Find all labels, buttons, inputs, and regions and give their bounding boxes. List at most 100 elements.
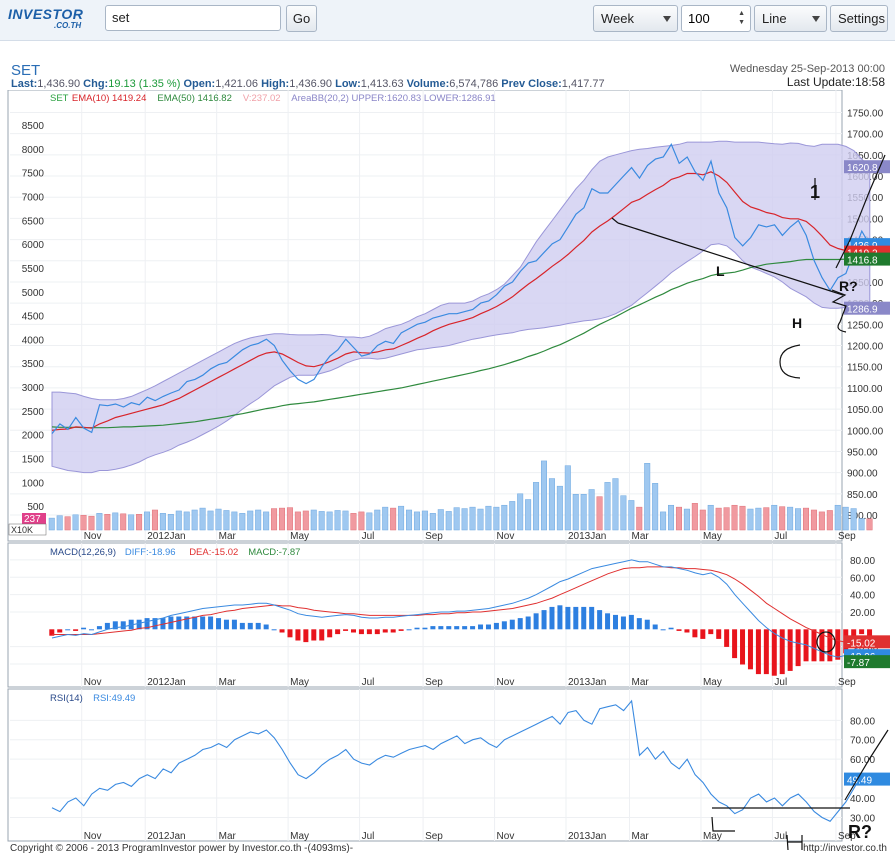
- volume-bar: [628, 500, 635, 531]
- volume-bar: [517, 493, 524, 531]
- x-axis-label: Sep: [425, 677, 443, 688]
- volume-bar: [255, 509, 262, 531]
- volume-bar: [175, 510, 182, 531]
- volume-bar: [294, 511, 301, 531]
- volume-bar: [334, 510, 341, 531]
- volume-tick-label: 4500: [22, 312, 45, 323]
- macd-histogram-bar: [644, 619, 650, 630]
- annotation-one: 1: [810, 182, 820, 202]
- x-axis-label: Jul: [362, 531, 375, 542]
- macd-histogram-bar: [112, 621, 118, 630]
- volume-tick-label: 1500: [22, 455, 45, 466]
- x-axis-label: May: [290, 531, 309, 542]
- volume-bar: [779, 506, 786, 531]
- x-axis-label: May: [290, 677, 309, 688]
- volume-bar: [72, 514, 79, 531]
- volume-bar: [413, 511, 420, 531]
- macd-histogram-bar: [501, 621, 507, 630]
- x-axis-label: Nov: [497, 677, 515, 688]
- volume-unit-box: [8, 523, 47, 536]
- volume-tick-label: 3500: [22, 359, 45, 370]
- site-url[interactable]: http://investor.co.th: [803, 843, 887, 854]
- volume-tick-label: 1000: [22, 478, 45, 489]
- volume-tick-label: 3000: [22, 383, 45, 394]
- macd-histogram-bar: [573, 606, 579, 630]
- volume-bar: [271, 508, 278, 531]
- chart-type-select[interactable]: Line: [754, 5, 827, 32]
- spinner-arrows-icon[interactable]: ▲ ▼: [738, 10, 745, 26]
- x-axis-label: May: [703, 531, 722, 542]
- volume-tick-label: 500: [27, 502, 44, 513]
- x-axis-label: May: [703, 831, 722, 842]
- macd-histogram-bar: [120, 621, 126, 630]
- investor-logo[interactable]: INVESTOR .CO.TH: [8, 6, 100, 32]
- macd-histogram-bar: [49, 629, 55, 636]
- volume-bar: [699, 509, 706, 531]
- macd-histogram-bar: [628, 614, 634, 630]
- macd-histogram-bar: [557, 605, 563, 630]
- volume-bar: [167, 514, 174, 531]
- macd-histogram-bar: [779, 629, 785, 675]
- macd-histogram-bar: [327, 629, 333, 638]
- macd-legend-item: DIFF:-18.96: [125, 547, 176, 558]
- price-tick-label: 1200.00: [847, 342, 884, 353]
- go-button[interactable]: Go: [286, 5, 317, 32]
- macd-histogram-bar: [478, 624, 484, 630]
- lower-band-badge-text: 1286.9: [847, 305, 878, 316]
- macd-tick-label: 40.00: [850, 591, 875, 602]
- volume-bar: [96, 513, 103, 531]
- x-axis-label: 2013Jan: [568, 831, 606, 842]
- volume-bar: [88, 515, 95, 531]
- price-tick-label: 800.00: [847, 511, 878, 522]
- settings-button[interactable]: Settings: [830, 5, 888, 32]
- macd-histogram-bar: [255, 622, 261, 630]
- circle-annotation: [816, 631, 836, 653]
- volume-tick-label: 5000: [22, 288, 45, 299]
- volume-bar: [366, 512, 373, 531]
- volume-bar: [429, 513, 436, 531]
- dea-line: [52, 566, 870, 644]
- price-tick-label: 1050.00: [847, 405, 884, 416]
- macd-histogram-bar: [446, 626, 452, 630]
- rsi-tick-label: 60.00: [850, 755, 875, 766]
- macd-histogram-bar: [795, 629, 801, 667]
- x-axis-label: Nov: [497, 531, 515, 542]
- main-legend-item: EMA(10) 1419.24: [72, 93, 146, 104]
- stock-chart[interactable]: 1750.001700.001650.001600.001550.001500.…: [0, 90, 895, 850]
- macd-histogram-bar: [398, 629, 404, 631]
- volume-bar: [564, 465, 571, 531]
- macd-histogram-bar: [200, 616, 206, 630]
- volume-tick-label: 6000: [22, 240, 45, 251]
- x-axis-label: 2013Jan: [568, 677, 606, 688]
- macd-histogram-bar: [104, 622, 110, 630]
- macd-histogram-bar: [700, 629, 706, 639]
- symbol-title: SET: [11, 62, 41, 79]
- volume-bar: [318, 511, 325, 531]
- volume-bar: [278, 507, 285, 531]
- volume-bar: [302, 510, 309, 531]
- volume-bar: [421, 510, 428, 531]
- volume-bar: [398, 505, 405, 531]
- x-axis-label: Nov: [84, 531, 102, 542]
- price-tick-label: 950.00: [847, 447, 878, 458]
- macd-histogram-bar: [65, 629, 71, 631]
- volume-tick-label: 8000: [22, 145, 45, 156]
- symbol-search-input[interactable]: set: [105, 5, 281, 31]
- macd-histogram-bar: [597, 610, 603, 630]
- macd-histogram-bar: [96, 626, 102, 630]
- macd-histogram-bar: [724, 629, 730, 647]
- macd-histogram-bar: [343, 629, 349, 631]
- macd-histogram-bar: [747, 629, 753, 670]
- volume-tick-label: 7000: [22, 192, 45, 203]
- volume-bar: [572, 494, 579, 531]
- macd-histogram-bar: [771, 629, 777, 676]
- volume-bar: [540, 460, 547, 531]
- period-select[interactable]: Week: [593, 5, 678, 32]
- x-axis-label: Sep: [838, 531, 856, 542]
- bar-count-input[interactable]: 100 ▲ ▼: [681, 5, 751, 32]
- volume-bar: [207, 510, 214, 531]
- volume-bar: [136, 514, 143, 531]
- volume-bar: [826, 510, 833, 531]
- macd-histogram-bar: [247, 622, 253, 630]
- volume-bar: [787, 506, 794, 531]
